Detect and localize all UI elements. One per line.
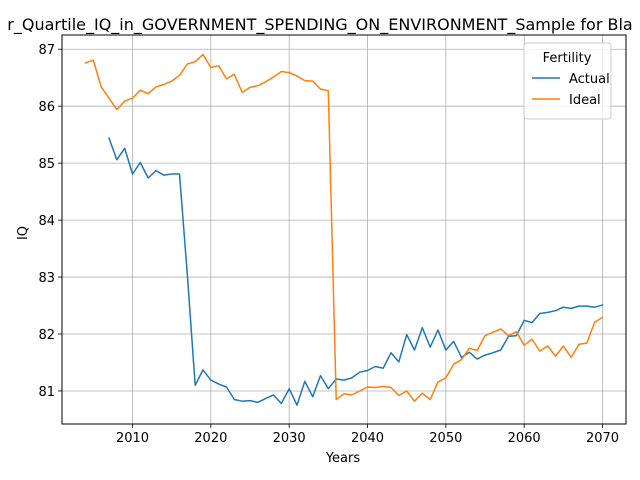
x-tick-label: 2040	[351, 431, 384, 446]
x-tick-label: 2070	[586, 431, 619, 446]
y-tick-label: 81	[38, 385, 55, 400]
grid	[62, 35, 626, 424]
legend-box	[523, 42, 612, 120]
y-tick-label: 83	[38, 271, 55, 286]
legend-title: Fertility	[543, 51, 592, 66]
y-axis-label: IQ	[16, 226, 31, 240]
chart-title: r_Quartile_IQ_in_GOVERNMENT_SPENDING_ON_…	[7, 15, 632, 35]
x-tick-label: 2010	[116, 431, 149, 446]
y-tick-label: 82	[38, 328, 55, 343]
y-tick-label: 86	[38, 100, 55, 115]
x-tick-label: 2030	[273, 431, 306, 446]
plot-frame	[61, 34, 627, 425]
legend: Fertility Actual Ideal	[523, 42, 612, 120]
y-tick-label: 84	[38, 214, 55, 229]
series-line-ideal	[84, 53, 604, 402]
x-tick-label: 2060	[508, 431, 541, 446]
series-line-actual	[108, 137, 604, 406]
axis-ticks: 2010 2020 2030 2040 2050 2060 2070 81 82 83 84 85 86…	[38, 43, 619, 446]
x-tick-label: 2050	[429, 431, 462, 446]
legend-label-actual: Actual	[569, 72, 610, 87]
legend-label-ideal: Ideal	[569, 93, 601, 108]
y-tick-label: 87	[38, 43, 55, 58]
x-tick-label: 2020	[194, 431, 227, 446]
x-axis-label: Years	[325, 451, 361, 466]
y-tick-label: 85	[38, 157, 55, 172]
series-lines	[84, 53, 604, 406]
